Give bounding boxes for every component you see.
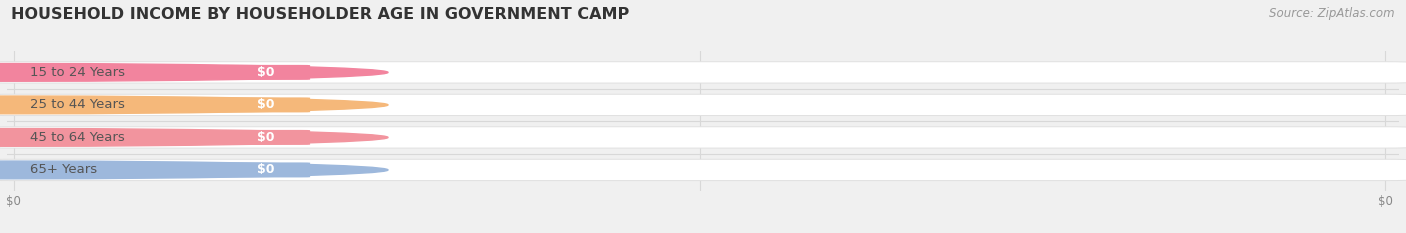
Text: $0: $0 <box>257 131 276 144</box>
Text: $0: $0 <box>257 163 276 176</box>
Circle shape <box>0 161 388 179</box>
Text: 65+ Years: 65+ Years <box>31 163 97 176</box>
Text: Source: ZipAtlas.com: Source: ZipAtlas.com <box>1270 7 1395 20</box>
FancyBboxPatch shape <box>0 62 1406 83</box>
Text: $0: $0 <box>257 98 276 111</box>
Circle shape <box>0 129 388 146</box>
Circle shape <box>0 96 388 114</box>
FancyBboxPatch shape <box>0 159 1406 181</box>
Text: 45 to 64 Years: 45 to 64 Years <box>31 131 125 144</box>
Text: $0: $0 <box>257 66 276 79</box>
FancyBboxPatch shape <box>0 94 1406 116</box>
FancyBboxPatch shape <box>0 127 1406 148</box>
Text: 25 to 44 Years: 25 to 44 Years <box>31 98 125 111</box>
FancyBboxPatch shape <box>222 97 311 112</box>
Text: 15 to 24 Years: 15 to 24 Years <box>31 66 125 79</box>
FancyBboxPatch shape <box>222 130 311 145</box>
FancyBboxPatch shape <box>222 65 311 80</box>
Text: HOUSEHOLD INCOME BY HOUSEHOLDER AGE IN GOVERNMENT CAMP: HOUSEHOLD INCOME BY HOUSEHOLDER AGE IN G… <box>11 7 630 22</box>
Circle shape <box>0 64 388 81</box>
FancyBboxPatch shape <box>222 162 311 178</box>
